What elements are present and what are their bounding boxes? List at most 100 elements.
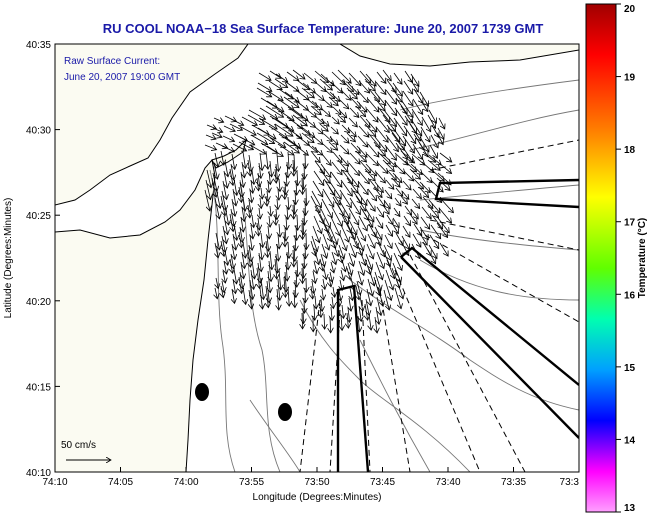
current-vector	[285, 271, 286, 292]
current-vector	[367, 188, 377, 201]
current-vector	[368, 133, 380, 148]
current-vector	[383, 244, 391, 261]
current-vector	[375, 261, 383, 280]
current-vector	[346, 87, 357, 99]
current-vector	[247, 114, 265, 124]
current-vector	[366, 198, 375, 211]
current-vector	[431, 169, 444, 181]
current-vector	[277, 143, 294, 155]
current-vector	[266, 285, 268, 308]
y-tick-label: 40:10	[26, 468, 51, 479]
current-vector	[402, 180, 411, 190]
current-vector	[275, 213, 276, 225]
transect-boxes	[336, 178, 579, 472]
current-vector	[364, 123, 376, 137]
current-vector	[320, 208, 330, 228]
colorbar-tick-label: 20	[624, 4, 636, 15]
current-vector	[337, 204, 348, 224]
current-vector	[410, 163, 422, 175]
current-vector	[420, 126, 430, 142]
current-vector	[356, 285, 359, 300]
current-vector	[287, 251, 288, 270]
current-vector	[230, 118, 244, 125]
current-vector	[400, 195, 407, 204]
current-vector	[348, 162, 359, 176]
current-vector	[231, 208, 234, 226]
current-vector	[258, 117, 277, 129]
current-vector	[321, 108, 330, 117]
current-vector	[222, 135, 235, 141]
current-vector	[302, 267, 303, 283]
current-vector	[322, 188, 334, 207]
current-vector	[324, 268, 326, 280]
current-vector	[279, 223, 280, 237]
current-vector	[376, 206, 384, 217]
current-vector	[431, 124, 439, 137]
current-vector	[400, 150, 415, 163]
current-vector	[360, 295, 363, 311]
land-staten-island	[55, 44, 249, 206]
current-vector	[332, 251, 336, 264]
current-vector	[285, 226, 286, 241]
current-vector	[329, 226, 337, 244]
current-vector	[439, 152, 452, 162]
current-vector	[297, 214, 298, 230]
current-vector	[312, 135, 323, 144]
current-vector	[204, 144, 217, 150]
current-vector	[261, 277, 264, 299]
current-vector	[358, 170, 369, 184]
current-vector	[356, 190, 367, 206]
current-vector	[400, 105, 413, 123]
current-vector	[329, 91, 340, 101]
current-vector	[368, 178, 378, 191]
current-vector	[340, 89, 351, 100]
current-vector	[350, 287, 353, 300]
current-vector	[284, 136, 301, 148]
current-vector	[409, 168, 420, 179]
surface-current-vectors	[204, 69, 453, 333]
current-vector	[269, 70, 281, 78]
current-vector	[232, 243, 235, 259]
current-vector	[249, 289, 252, 309]
current-vector	[250, 234, 252, 250]
current-vector	[322, 143, 332, 152]
current-vector	[395, 187, 403, 196]
current-vector	[323, 88, 335, 99]
current-vector	[260, 242, 262, 260]
current-vector	[258, 172, 260, 186]
current-vector	[249, 144, 266, 154]
current-vector	[419, 91, 429, 106]
current-vector	[382, 204, 389, 214]
current-vector	[342, 304, 344, 318]
current-vector	[238, 141, 253, 150]
current-vector	[391, 222, 398, 234]
current-vector	[413, 178, 424, 189]
current-vector	[337, 114, 345, 122]
current-vector	[331, 71, 345, 85]
current-vector	[275, 118, 294, 131]
current-vector	[410, 73, 419, 86]
current-vector	[313, 215, 322, 233]
current-vector	[340, 224, 349, 242]
current-vector	[223, 215, 228, 235]
current-vector	[394, 287, 401, 309]
current-vector	[365, 253, 372, 269]
current-vector	[392, 262, 401, 282]
x-tick-label: 73:55	[239, 477, 264, 488]
current-vector	[348, 117, 357, 127]
current-vector	[243, 241, 245, 258]
current-vector	[223, 125, 235, 131]
current-vector	[305, 197, 306, 215]
current-vector	[347, 267, 350, 280]
current-vector	[430, 224, 441, 239]
current-vector	[437, 127, 444, 139]
current-vector	[348, 307, 350, 322]
current-vector	[314, 260, 317, 274]
current-vector	[376, 71, 386, 83]
current-vector	[357, 270, 362, 285]
current-vector	[232, 198, 235, 216]
current-vector	[422, 151, 436, 162]
current-vector	[319, 78, 332, 90]
current-vector	[257, 82, 272, 91]
current-vector	[206, 125, 216, 129]
